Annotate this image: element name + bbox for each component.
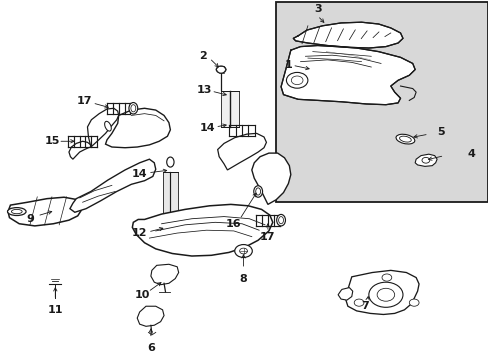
Ellipse shape (104, 121, 111, 131)
Polygon shape (414, 154, 436, 166)
Polygon shape (151, 264, 178, 285)
Text: 2: 2 (199, 51, 206, 61)
Text: 17: 17 (77, 96, 92, 106)
Circle shape (381, 274, 391, 281)
Circle shape (376, 288, 394, 301)
Circle shape (216, 66, 225, 73)
Text: 1: 1 (284, 60, 292, 70)
Circle shape (421, 157, 429, 163)
Polygon shape (217, 134, 266, 170)
Text: 5: 5 (436, 127, 444, 136)
Polygon shape (87, 108, 119, 147)
Polygon shape (70, 159, 156, 212)
Text: 3: 3 (313, 4, 321, 14)
Text: 14: 14 (132, 168, 147, 179)
Polygon shape (293, 22, 402, 48)
Ellipse shape (131, 105, 136, 112)
Polygon shape (337, 288, 352, 300)
Polygon shape (8, 197, 82, 226)
Circle shape (408, 299, 418, 306)
Text: 9: 9 (26, 214, 34, 224)
Bar (162, 172, 178, 234)
Circle shape (353, 299, 363, 306)
Polygon shape (137, 306, 163, 326)
Circle shape (239, 248, 247, 254)
Bar (221, 91, 238, 127)
Circle shape (368, 282, 402, 307)
Text: 7: 7 (361, 301, 368, 311)
Text: 13: 13 (197, 85, 212, 95)
Text: 14: 14 (200, 123, 215, 133)
Polygon shape (345, 270, 418, 315)
Ellipse shape (7, 208, 26, 216)
Polygon shape (132, 204, 272, 256)
Text: 11: 11 (47, 305, 63, 315)
Ellipse shape (166, 157, 174, 167)
Ellipse shape (276, 215, 285, 226)
Text: 12: 12 (132, 228, 147, 238)
Ellipse shape (255, 188, 260, 195)
Ellipse shape (395, 134, 414, 144)
Text: 10: 10 (134, 291, 149, 301)
Circle shape (286, 72, 307, 88)
Text: 17: 17 (260, 232, 275, 242)
Ellipse shape (11, 210, 22, 214)
Polygon shape (281, 45, 414, 105)
Ellipse shape (278, 217, 283, 224)
Polygon shape (105, 108, 170, 148)
Circle shape (234, 244, 252, 257)
Ellipse shape (129, 103, 138, 114)
Text: 8: 8 (239, 274, 247, 284)
Ellipse shape (253, 186, 262, 197)
Polygon shape (69, 141, 91, 159)
Text: 15: 15 (44, 136, 60, 146)
Text: 16: 16 (225, 219, 241, 229)
Ellipse shape (399, 136, 410, 142)
Text: 6: 6 (146, 343, 155, 353)
Bar (276, 3, 488, 202)
Text: 4: 4 (467, 149, 475, 159)
Polygon shape (251, 153, 290, 204)
Circle shape (291, 76, 303, 85)
